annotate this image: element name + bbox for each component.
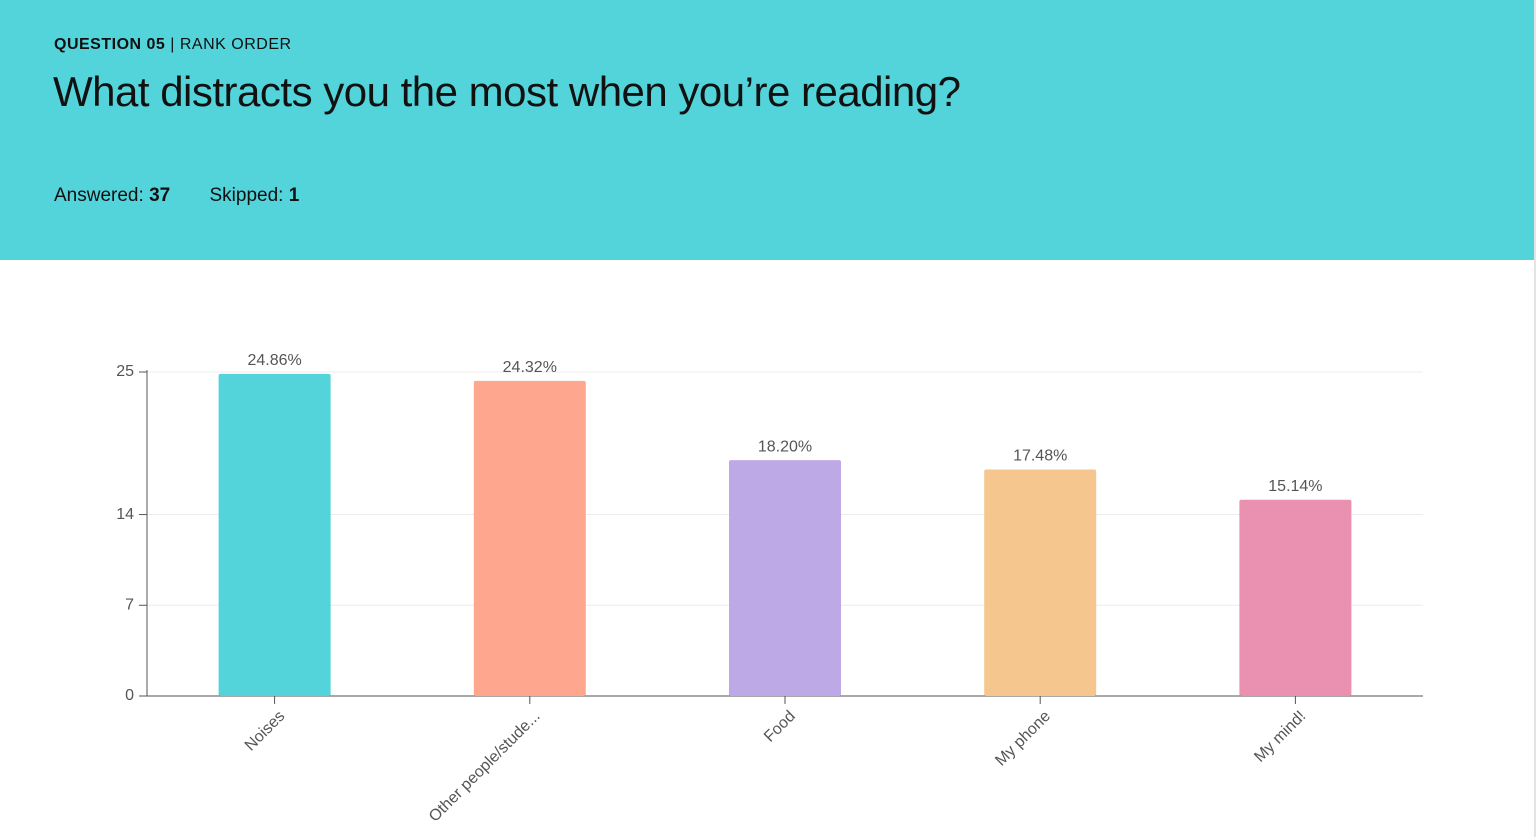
value-label: 17.48%	[1013, 448, 1067, 465]
x-tick-label: Food	[761, 708, 799, 746]
skipped-count: 1	[288, 185, 300, 206]
y-tick-label: 7	[125, 596, 134, 613]
question-title: What distracts you the most when you’re …	[53, 68, 961, 115]
question-number: QUESTION 05	[54, 36, 166, 53]
answered-label: Answered:	[54, 185, 144, 206]
bar	[218, 373, 331, 696]
separator: |	[170, 36, 175, 53]
response-stats: Answered: 37 Skipped: 1	[54, 185, 333, 207]
y-tick-label: 25	[116, 363, 134, 380]
skipped: Skipped: 1	[209, 185, 299, 206]
answered: Answered: 37	[54, 185, 170, 206]
bar	[1239, 499, 1352, 696]
value-label: 15.14%	[1268, 478, 1322, 495]
y-tick-label: 14	[116, 506, 134, 523]
bar	[729, 460, 841, 696]
x-tick-label: My phone	[992, 708, 1054, 770]
value-label: 24.32%	[503, 359, 557, 376]
question-header: QUESTION 05 | RANK ORDER What distracts …	[0, 0, 1534, 260]
bar	[473, 380, 586, 696]
question-meta: QUESTION 05 | RANK ORDER	[54, 36, 292, 54]
x-tick-label: My mind!	[1251, 708, 1309, 766]
value-label: 18.20%	[758, 438, 812, 455]
question-type: RANK ORDER	[179, 36, 292, 53]
answered-count: 37	[149, 185, 171, 206]
x-tick-label: Other people/stude...	[426, 708, 544, 826]
bar	[984, 469, 1097, 696]
value-label: 24.86%	[247, 352, 301, 369]
y-tick-label: 0	[125, 687, 134, 704]
skipped-label: Skipped:	[209, 185, 284, 206]
x-tick-label: Noises	[242, 708, 289, 755]
